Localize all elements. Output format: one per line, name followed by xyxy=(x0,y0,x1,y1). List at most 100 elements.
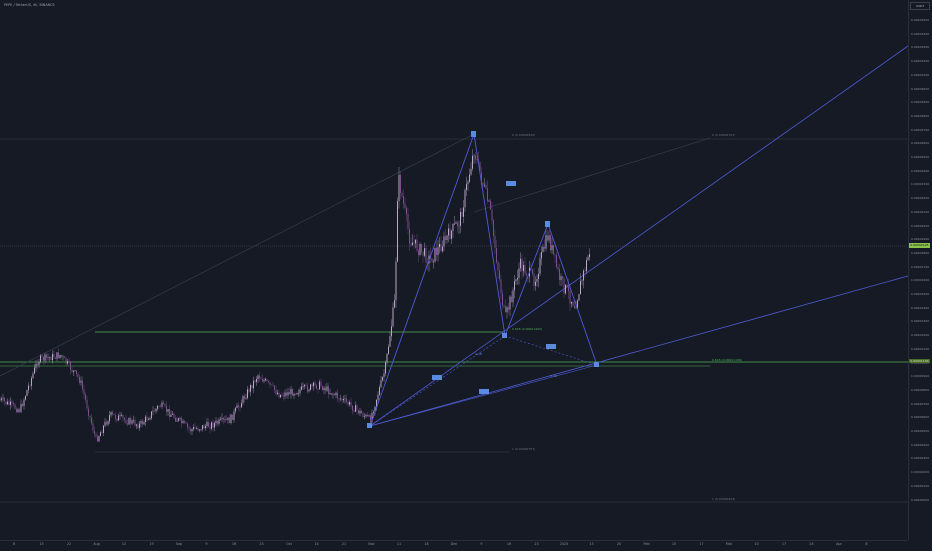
candle-body xyxy=(11,401,13,403)
candle-body xyxy=(97,436,98,442)
candle-body xyxy=(112,412,113,414)
candle-body xyxy=(70,362,71,371)
lower-channel-line[interactable] xyxy=(369,275,909,427)
pattern-diagonal-bd[interactable] xyxy=(504,335,598,366)
time-axis[interactable]: 8 15 22 Aug 12 19 Sep 9 16 23 Oct 14 21 Nov 11 18 Dec 9 16… xyxy=(0,540,908,551)
candle-body xyxy=(290,389,292,395)
candle-body xyxy=(439,243,440,248)
time-tick-label: 17 xyxy=(699,542,704,546)
pattern-diagonal-xd[interactable] xyxy=(369,364,598,427)
currency-selector[interactable]: USDT xyxy=(910,2,930,10)
candle-body xyxy=(136,424,137,426)
candle-body xyxy=(179,418,181,419)
symbol-title[interactable]: PEPE / TetherUS, 4h, BINANCE xyxy=(4,3,55,7)
candle-body xyxy=(245,398,247,399)
candle-body xyxy=(320,381,322,387)
candle-body xyxy=(167,409,169,412)
ratio-box-bc[interactable] xyxy=(546,344,556,349)
candle-body xyxy=(124,418,125,420)
candle-body xyxy=(448,228,449,236)
candle-body xyxy=(332,394,334,395)
candle-body xyxy=(20,403,22,412)
price-tick-label: 0.00001300 xyxy=(911,319,930,324)
candle-body xyxy=(283,395,284,397)
candle-body xyxy=(566,284,568,287)
price-tick-label: 0.00000500 xyxy=(911,429,930,433)
top-level-label: 0 (0.00002826) xyxy=(512,133,535,137)
candle-body xyxy=(226,419,227,421)
candle-body xyxy=(196,428,197,429)
candle-body xyxy=(406,207,407,215)
candle-body xyxy=(425,248,427,263)
upper-channel-line[interactable] xyxy=(369,45,909,427)
candle-body xyxy=(436,247,437,256)
candle-body xyxy=(305,384,307,386)
candle-body xyxy=(151,411,152,419)
ratio-box-xd[interactable] xyxy=(479,389,489,394)
ratio-box-xa[interactable] xyxy=(432,375,442,380)
candle-body xyxy=(238,405,239,407)
candle-body xyxy=(538,273,539,280)
candle-body xyxy=(287,392,289,396)
candle-body xyxy=(491,209,493,221)
ratio-box-ab[interactable] xyxy=(506,181,516,186)
deep-level-label: 1 (0.00000423) xyxy=(712,497,735,501)
chart-svg[interactable]: 0 (0.00002826) 0 (0.00002797) 0.618 (0.0… xyxy=(0,0,909,540)
candle-body xyxy=(371,413,373,423)
candle-body xyxy=(548,235,550,241)
candle-body xyxy=(58,352,59,358)
faint-trend-2[interactable] xyxy=(473,137,711,213)
harmonic-pattern[interactable] xyxy=(369,133,598,427)
candle-body xyxy=(307,385,308,392)
candle-body xyxy=(589,254,590,258)
candle-body xyxy=(313,382,314,387)
candle-body xyxy=(460,211,461,226)
point-d-marker[interactable] xyxy=(594,362,599,367)
point-b-marker[interactable] xyxy=(502,333,507,338)
candle-body xyxy=(301,386,302,390)
candle-body xyxy=(368,415,370,417)
bottom-level-label: 1 (0.00000757) xyxy=(512,447,535,451)
candle-body xyxy=(575,307,577,309)
candle-body xyxy=(244,396,245,399)
point-c-marker[interactable] xyxy=(545,221,550,227)
time-tick-label: 18 xyxy=(424,542,429,546)
candle-body xyxy=(356,405,358,411)
candle-body xyxy=(242,396,244,403)
point-x-marker[interactable] xyxy=(367,423,372,428)
candle-body xyxy=(106,421,107,425)
candle-body xyxy=(7,401,8,405)
candle-body xyxy=(475,155,476,160)
candle-body xyxy=(16,408,17,413)
faint-trend-1[interactable] xyxy=(0,133,475,377)
candle-body xyxy=(508,307,509,310)
candle-body xyxy=(362,413,364,417)
price-axis[interactable]: 0.00003500 0.00003400 0.00003300 0.00003200… xyxy=(908,0,932,540)
candle-body xyxy=(397,201,398,262)
chart-canvas[interactable]: 0 (0.00002826) 0 (0.00002797) 0.618 (0.0… xyxy=(0,0,909,540)
candle-body xyxy=(506,307,508,312)
candle-body xyxy=(520,258,521,269)
candle-body xyxy=(284,392,286,397)
candle-body xyxy=(110,412,112,416)
candle-body xyxy=(254,380,256,382)
candle-body xyxy=(253,380,254,389)
candle-body xyxy=(152,410,154,412)
candle-body xyxy=(382,377,383,381)
candle-body xyxy=(587,257,589,261)
candlestick-series[interactable] xyxy=(0,149,590,443)
pattern-diagonal-xb[interactable] xyxy=(369,335,506,427)
candle-body xyxy=(407,214,409,229)
time-tick-label: 13 xyxy=(589,542,594,546)
candle-body xyxy=(266,379,268,382)
candle-body xyxy=(463,207,464,217)
candle-body xyxy=(65,357,67,364)
candle-body xyxy=(220,419,221,420)
candle-body xyxy=(547,235,548,241)
candle-body xyxy=(166,405,167,412)
candle-body xyxy=(392,307,394,327)
point-a-marker[interactable] xyxy=(471,131,476,137)
candle-body xyxy=(275,390,277,395)
price-tick-label: 0.00002800 xyxy=(911,113,930,118)
candle-body xyxy=(502,293,503,306)
